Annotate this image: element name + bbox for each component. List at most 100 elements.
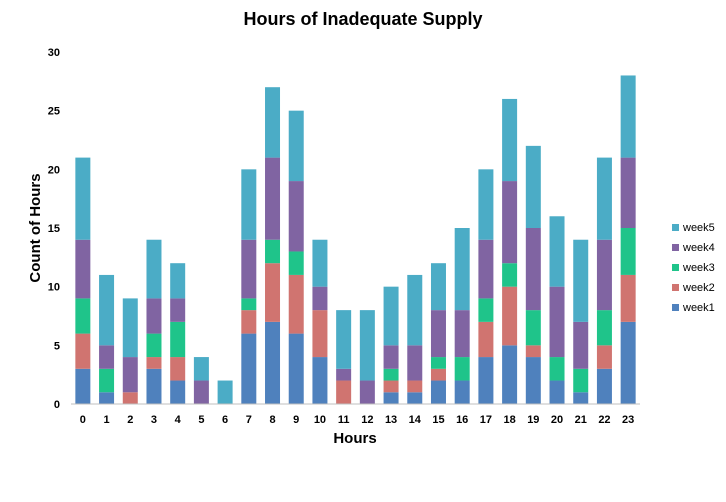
bar-segment-week2-hour-9 <box>288 274 304 334</box>
bar-segment-week3-hour-16 <box>454 357 470 381</box>
bar-segment-week5-hour-17 <box>478 169 494 240</box>
bar-segment-week1-hour-22 <box>596 368 612 404</box>
bar-segment-week5-hour-3 <box>146 239 162 299</box>
bar-segment-week1-hour-9 <box>288 333 304 404</box>
bar-segment-week2-hour-17 <box>478 321 494 358</box>
bar-segment-week5-hour-12 <box>359 310 375 381</box>
x-tick-label: 19 <box>527 414 539 426</box>
bar-segment-week4-hour-20 <box>549 286 565 358</box>
bar-segment-week3-hour-18 <box>502 263 518 287</box>
legend-label-week1: week1 <box>682 302 715 314</box>
x-tick-label: 18 <box>503 414 515 426</box>
bar-segment-week1-hour-20 <box>549 380 565 404</box>
bar-segment-week5-hour-19 <box>525 145 541 228</box>
bar-segment-week5-hour-9 <box>288 110 304 182</box>
bar-segment-week4-hour-17 <box>478 239 494 299</box>
y-tick-label: 0 <box>54 399 60 411</box>
bar-segment-week4-hour-22 <box>596 239 612 311</box>
bar-segment-week3-hour-1 <box>99 368 115 393</box>
bar-segment-week5-hour-7 <box>241 169 257 240</box>
x-tick-label: 0 <box>80 414 86 426</box>
x-tick-label: 22 <box>598 414 610 426</box>
legend-label-week2: week2 <box>682 282 715 294</box>
bar-segment-week5-hour-5 <box>193 357 209 381</box>
x-tick-label: 6 <box>222 414 228 426</box>
bar-segment-week4-hour-15 <box>430 310 446 358</box>
bar-segment-week4-hour-13 <box>383 345 399 369</box>
y-tick-label: 30 <box>48 47 60 59</box>
y-tick-label: 25 <box>48 106 60 118</box>
bar-segment-week2-hour-11 <box>336 380 352 404</box>
bar-segment-week5-hour-6 <box>217 380 233 404</box>
bar-segment-week5-hour-16 <box>454 228 470 311</box>
x-axis-label: Hours <box>333 430 376 447</box>
bar-segment-week4-hour-0 <box>75 239 91 299</box>
x-tick-label: 5 <box>198 414 204 426</box>
bar-segment-week4-hour-8 <box>265 157 281 240</box>
bar-segment-week3-hour-23 <box>620 228 636 275</box>
x-tick-label: 14 <box>409 414 422 426</box>
x-tick-label: 17 <box>480 414 492 426</box>
x-tick-label: 4 <box>175 414 182 426</box>
bar-segment-week4-hour-14 <box>407 345 423 381</box>
bar-segment-week5-hour-22 <box>596 157 612 240</box>
bar-segment-week5-hour-0 <box>75 157 91 240</box>
bar-segment-week1-hour-10 <box>312 357 328 404</box>
bar-segment-week1-hour-13 <box>383 392 399 404</box>
x-tick-label: 13 <box>385 414 397 426</box>
x-tick-label: 16 <box>456 414 468 426</box>
x-tick-label: 2 <box>127 414 133 426</box>
bar-segment-week5-hour-2 <box>122 298 138 358</box>
bar-segment-week3-hour-21 <box>573 368 589 393</box>
bar-segment-week1-hour-17 <box>478 357 494 404</box>
x-tick-label: 15 <box>432 414 444 426</box>
bar-segment-week5-hour-10 <box>312 239 328 287</box>
bar-segment-week1-hour-1 <box>99 392 115 404</box>
legend-swatch-week2 <box>672 284 679 291</box>
bar-segment-week1-hour-16 <box>454 380 470 404</box>
bar-segment-week3-hour-19 <box>525 310 541 346</box>
bar-segment-week1-hour-21 <box>573 392 589 404</box>
bar-segment-week5-hour-11 <box>336 310 352 369</box>
bar-segment-week3-hour-20 <box>549 357 565 381</box>
bar-segment-week1-hour-8 <box>265 321 281 404</box>
bar-segment-week2-hour-14 <box>407 380 423 393</box>
bar-segment-week4-hour-4 <box>170 298 186 322</box>
bar-segment-week4-hour-11 <box>336 368 352 381</box>
legend-label-week5: week5 <box>682 222 715 234</box>
bar-segment-week3-hour-13 <box>383 368 399 381</box>
bar-segment-week2-hour-3 <box>146 357 162 369</box>
y-tick-label: 5 <box>54 340 60 352</box>
x-tick-label: 11 <box>338 414 350 426</box>
bar-segment-week3-hour-3 <box>146 333 162 358</box>
bar-segment-week1-hour-3 <box>146 368 162 404</box>
bar-segment-week4-hour-3 <box>146 298 162 334</box>
bar-segment-week5-hour-8 <box>265 87 281 158</box>
x-tick-label: 12 <box>361 414 373 426</box>
bar-segment-week5-hour-1 <box>99 274 115 346</box>
bar-segment-week1-hour-15 <box>430 380 446 404</box>
bar-segment-week4-hour-2 <box>122 357 138 393</box>
x-tick-label: 9 <box>293 414 299 426</box>
bar-segment-week3-hour-8 <box>265 239 281 264</box>
legend-label-week3: week3 <box>682 262 715 274</box>
bar-segment-week2-hour-8 <box>265 263 281 322</box>
legend-swatch-week1 <box>672 304 679 311</box>
bar-segment-week2-hour-0 <box>75 333 91 369</box>
y-tick-label: 15 <box>48 223 60 235</box>
bar-segment-week4-hour-16 <box>454 310 470 358</box>
bar-segment-week3-hour-4 <box>170 321 186 358</box>
bar-segment-week3-hour-0 <box>75 298 91 334</box>
y-tick-labels: 0 5 10 15 20 25 30 <box>48 47 60 411</box>
x-tick-label: 8 <box>269 414 275 426</box>
bar-segment-week5-hour-21 <box>573 239 589 322</box>
bar-segment-week1-hour-23 <box>620 321 636 404</box>
bar-segment-week4-hour-23 <box>620 157 636 228</box>
bar-segment-week3-hour-9 <box>288 251 304 275</box>
bar-segment-week4-hour-5 <box>193 380 209 404</box>
bar-segment-week4-hour-19 <box>525 228 541 311</box>
bar-segment-week5-hour-4 <box>170 263 186 299</box>
bar-segment-week5-hour-15 <box>430 263 446 311</box>
bar-segment-week2-hour-10 <box>312 310 328 358</box>
